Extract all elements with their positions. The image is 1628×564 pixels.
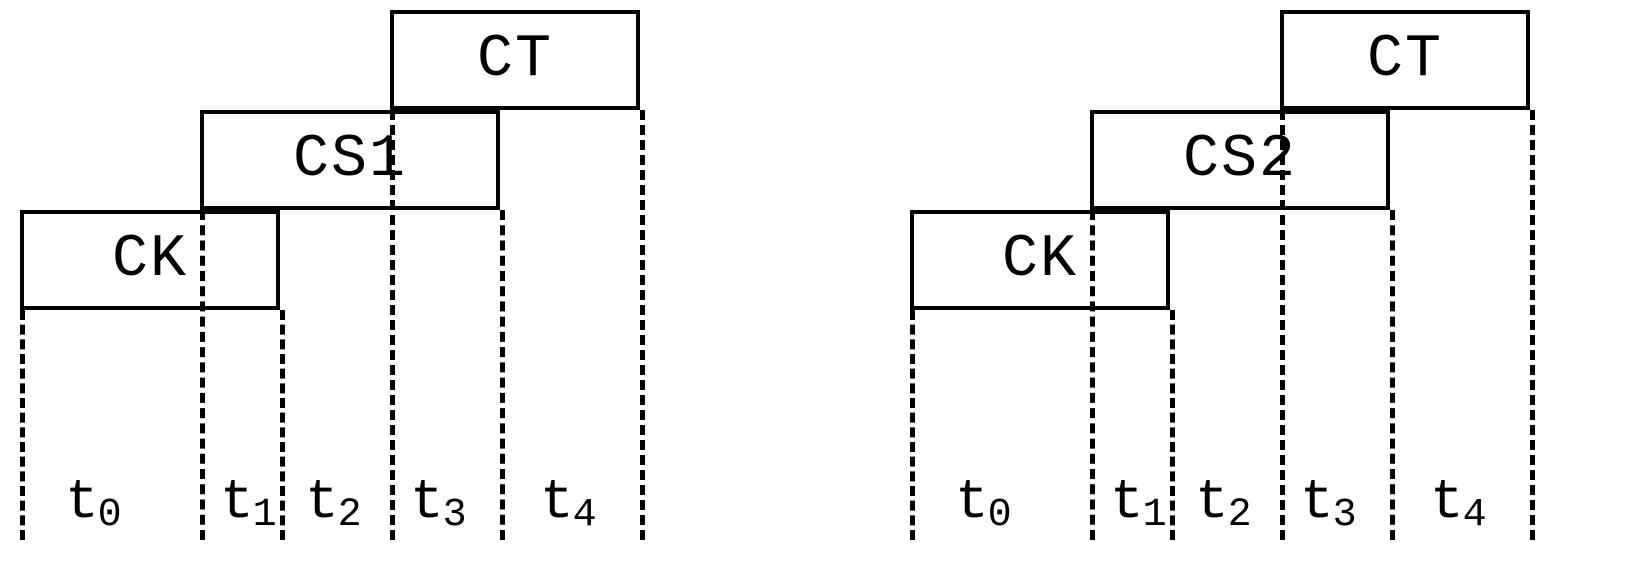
- dash-t1b-right: [1170, 310, 1175, 540]
- time-t0-left: t0: [65, 470, 121, 534]
- dash-t4-right: [1530, 110, 1535, 540]
- time-t1-right: t1: [1110, 470, 1166, 534]
- box-ck-left: CK: [20, 210, 280, 310]
- box-ck-left-label: CK: [112, 226, 188, 294]
- box-ck-right: CK: [910, 210, 1170, 310]
- dash-t0-left: [20, 310, 25, 540]
- dash-t2-right: [1280, 110, 1285, 540]
- dash-t0-right: [910, 310, 915, 540]
- box-ct-left: CT: [390, 10, 640, 110]
- dash-t1b-left: [280, 310, 285, 540]
- time-t2-right: t2: [1195, 470, 1251, 534]
- time-t1-left: t1: [220, 470, 276, 534]
- dash-t3-right: [1390, 210, 1395, 540]
- dash-t3-left: [500, 210, 505, 540]
- box-ct-right: CT: [1280, 10, 1530, 110]
- box-cs-right: CS2: [1090, 110, 1390, 210]
- dash-t2-left: [390, 110, 395, 540]
- timing-diagram-left: CT CS1 CK t0 t1 t2 t3 t4: [20, 10, 720, 550]
- time-t4-left: t4: [540, 470, 596, 534]
- time-t3-left: t3: [410, 470, 466, 534]
- box-ct-left-label: CT: [477, 26, 553, 94]
- time-t3-right: t3: [1300, 470, 1356, 534]
- box-cs-left: CS1: [200, 110, 500, 210]
- time-t4-right: t4: [1430, 470, 1486, 534]
- dash-t1-right: [1090, 210, 1095, 540]
- box-ct-right-label: CT: [1367, 26, 1443, 94]
- dash-t1-left: [200, 210, 205, 540]
- box-ck-right-label: CK: [1002, 226, 1078, 294]
- time-t2-left: t2: [305, 470, 361, 534]
- dash-t4-left: [640, 110, 645, 540]
- time-t0-right: t0: [955, 470, 1011, 534]
- timing-diagram-right: CT CS2 CK t0 t1 t2 t3 t4: [910, 10, 1610, 550]
